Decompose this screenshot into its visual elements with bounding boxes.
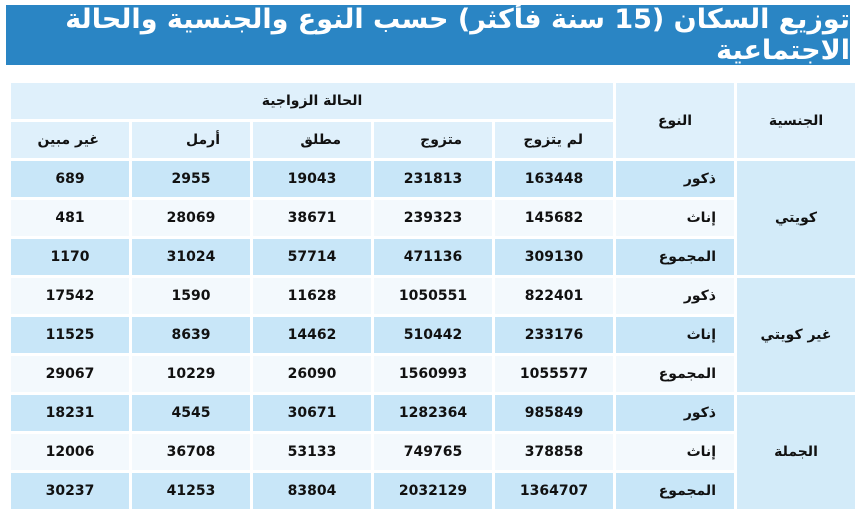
- status-header: لم يتزوج: [495, 122, 613, 158]
- value-cell: 41253: [132, 473, 250, 509]
- gender-cell: ذكور: [616, 278, 734, 314]
- value-cell: 12006: [11, 434, 129, 470]
- value-cell: 11525: [11, 317, 129, 353]
- value-cell: 4545: [132, 395, 250, 431]
- table-row: غير كويتي ذكور 822401 1050551 11628 1590 17542: [11, 278, 855, 392]
- value-cell: 510442: [374, 317, 492, 353]
- nationality-cell: غير كويتي: [737, 278, 855, 392]
- value-cell: 231813: [374, 161, 492, 197]
- table-row: إناث 378858 749765 53133 36708 12006: [11, 434, 855, 470]
- table-row: المجموع 1055577 1560993 26090 10229 29067: [11, 356, 855, 392]
- value-cell: 36708: [132, 434, 250, 470]
- value-cell: 10229: [132, 356, 250, 392]
- table-row: المجموع 309130 471136 57714 31024 1170: [11, 239, 855, 275]
- status-header: غير مبين: [11, 122, 129, 158]
- value-cell: 28069: [132, 200, 250, 236]
- value-cell: 8639: [132, 317, 250, 353]
- value-cell: 481: [11, 200, 129, 236]
- value-cell: 83804: [253, 473, 371, 509]
- header-marital-status: الحالة الزواجية: [11, 83, 613, 119]
- value-cell: 233176: [495, 317, 613, 353]
- nationality-cell: الجملة: [737, 395, 855, 509]
- value-cell: 145682: [495, 200, 613, 236]
- gender-cell: إناث: [616, 200, 734, 236]
- value-cell: 30237: [11, 473, 129, 509]
- gender-cell: المجموع: [616, 239, 734, 275]
- table-row: كويتي ذكور 163448 231813 19043 2955 689: [11, 161, 855, 275]
- value-cell: 1590: [132, 278, 250, 314]
- value-cell: 1364707: [495, 473, 613, 509]
- value-cell: 14462: [253, 317, 371, 353]
- value-cell: 471136: [374, 239, 492, 275]
- value-cell: 1282364: [374, 395, 492, 431]
- data-table: الجنسية النوع الحالة الزواجية لم يتزوج مت…: [8, 80, 858, 512]
- status-header: أرمل: [132, 122, 250, 158]
- value-cell: 822401: [495, 278, 613, 314]
- value-cell: 985849: [495, 395, 613, 431]
- value-cell: 53133: [253, 434, 371, 470]
- table-row: إناث 233176 510442 14462 8639 11525: [11, 317, 855, 353]
- gender-cell: المجموع: [616, 356, 734, 392]
- value-cell: 57714: [253, 239, 371, 275]
- gender-cell: المجموع: [616, 473, 734, 509]
- value-cell: 163448: [495, 161, 613, 197]
- value-cell: 1560993: [374, 356, 492, 392]
- value-cell: 19043: [253, 161, 371, 197]
- value-cell: 378858: [495, 434, 613, 470]
- gender-cell: إناث: [616, 317, 734, 353]
- value-cell: 749765: [374, 434, 492, 470]
- value-cell: 239323: [374, 200, 492, 236]
- gender-cell: إناث: [616, 434, 734, 470]
- value-cell: 2032129: [374, 473, 492, 509]
- value-cell: 29067: [11, 356, 129, 392]
- title-bar: توزيع السكان (15 سنة فأكثر) حسب النوع وا…: [6, 4, 850, 66]
- status-header: مطلق: [253, 122, 371, 158]
- value-cell: 1055577: [495, 356, 613, 392]
- value-cell: 1050551: [374, 278, 492, 314]
- value-cell: 11628: [253, 278, 371, 314]
- value-cell: 2955: [132, 161, 250, 197]
- table-row: إناث 145682 239323 38671 28069 481: [11, 200, 855, 236]
- header-nationality: الجنسية: [737, 83, 855, 158]
- value-cell: 26090: [253, 356, 371, 392]
- value-cell: 689: [11, 161, 129, 197]
- value-cell: 30671: [253, 395, 371, 431]
- gender-cell: ذكور: [616, 395, 734, 431]
- table-row: المجموع 1364707 2032129 83804 41253 30237: [11, 473, 855, 509]
- value-cell: 17542: [11, 278, 129, 314]
- value-cell: 31024: [132, 239, 250, 275]
- header-gender: النوع: [616, 83, 734, 158]
- value-cell: 1170: [11, 239, 129, 275]
- gender-cell: ذكور: [616, 161, 734, 197]
- status-header: متزوج: [374, 122, 492, 158]
- value-cell: 38671: [253, 200, 371, 236]
- value-cell: 309130: [495, 239, 613, 275]
- table-row: الجملة ذكور 985849 1282364 30671 4545 18231: [11, 395, 855, 509]
- value-cell: 18231: [11, 395, 129, 431]
- nationality-cell: كويتي: [737, 161, 855, 275]
